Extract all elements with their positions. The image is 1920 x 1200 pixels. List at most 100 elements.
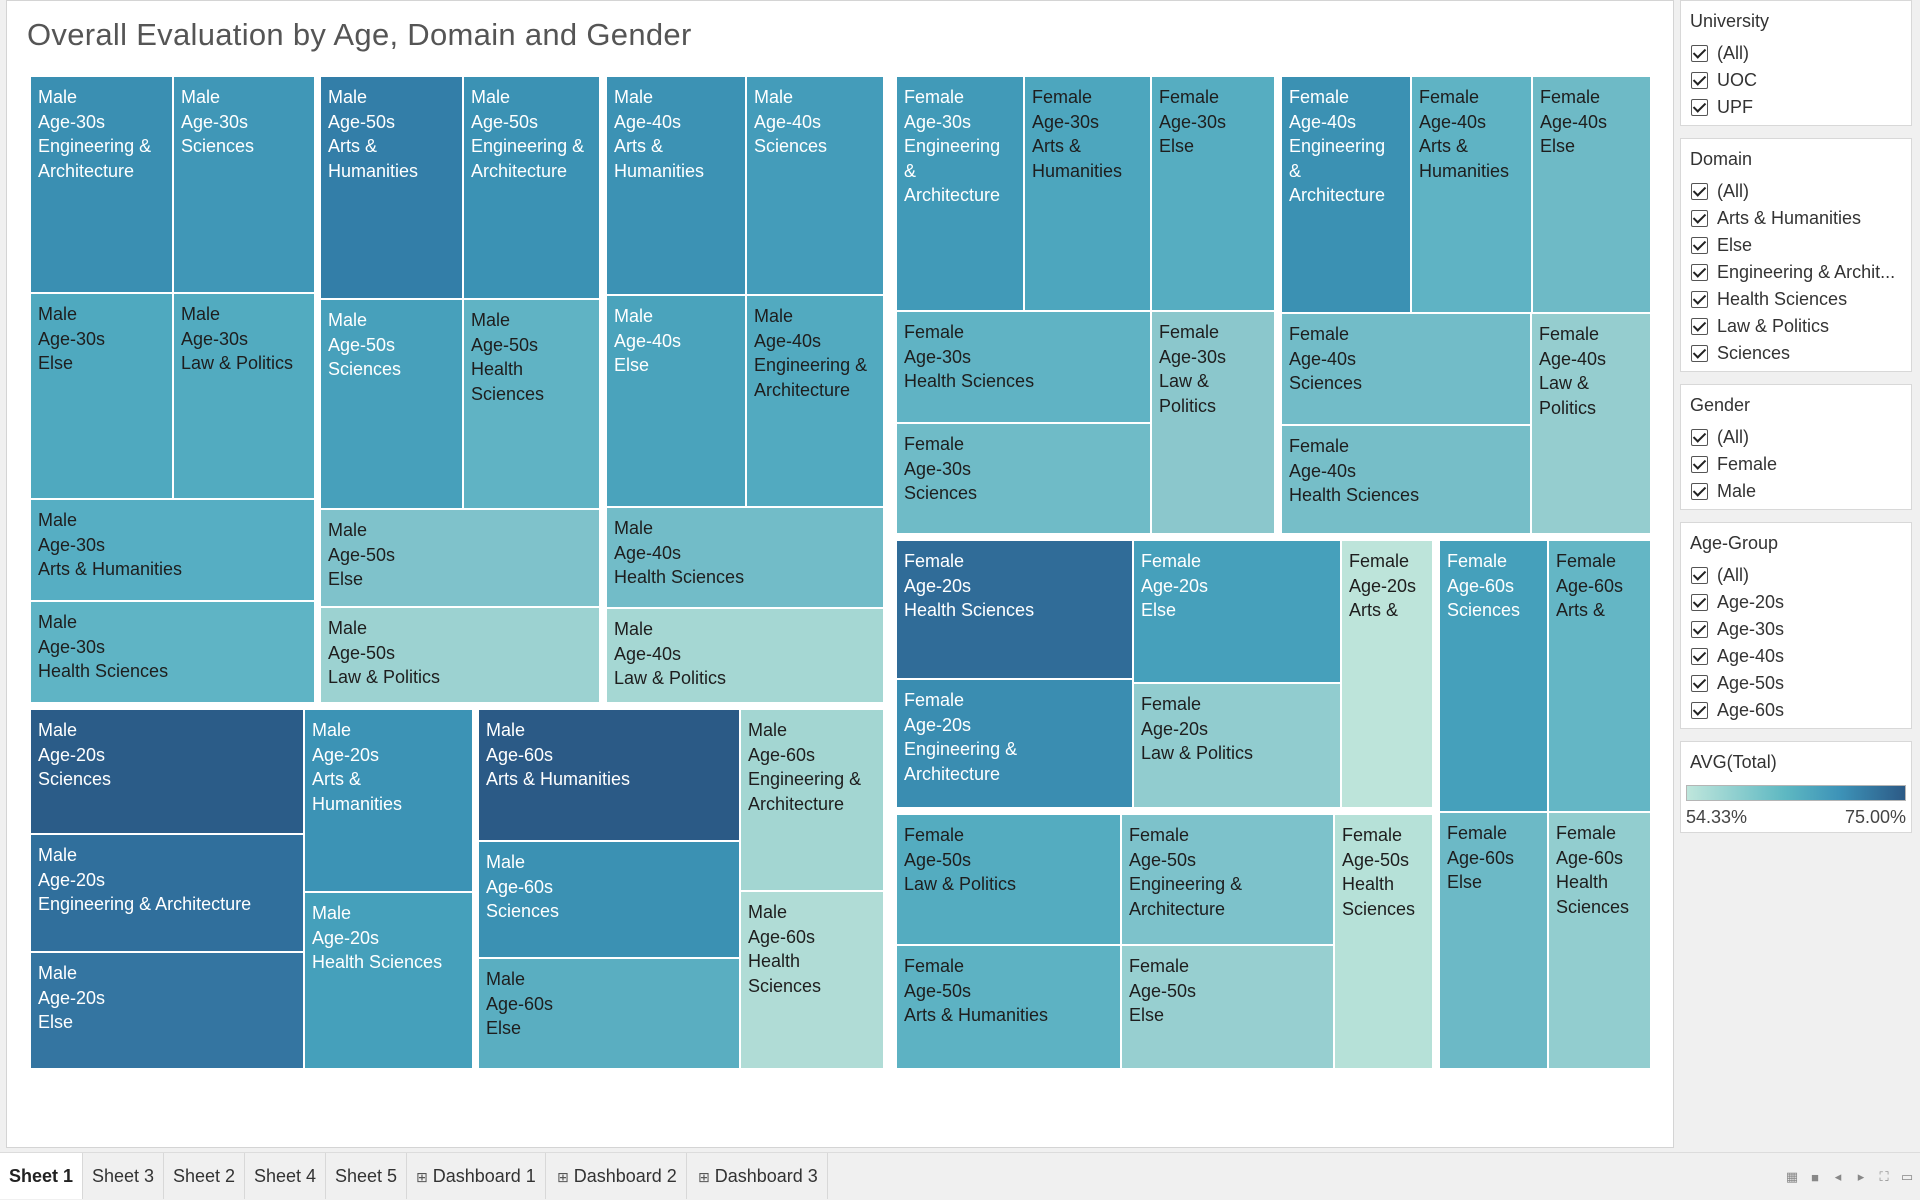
treemap-cell[interactable]: Male Age-50s Law & Politics bbox=[320, 607, 600, 703]
treemap-cell[interactable]: Male Age-30s Engineering & Architecture bbox=[30, 76, 173, 293]
treemap-cell[interactable]: Female Age-20s Arts & bbox=[1341, 540, 1433, 808]
treemap-cell[interactable]: Male Age-60s Engineering & Architecture bbox=[740, 709, 884, 891]
treemap-cell[interactable]: Male Age-20s Engineering & Architecture bbox=[30, 834, 304, 952]
filter-option[interactable]: Sciences bbox=[1681, 340, 1911, 367]
treemap-cell[interactable]: Male Age-30s Arts & Humanities bbox=[30, 499, 315, 601]
treemap-cell[interactable]: Male Age-20s Health Sciences bbox=[304, 892, 473, 1069]
treemap-cell[interactable]: Female Age-60s Sciences bbox=[1439, 540, 1548, 812]
filter-option[interactable]: Else bbox=[1681, 232, 1911, 259]
checkbox-checked-icon[interactable] bbox=[1691, 264, 1708, 281]
filter-option[interactable]: Age-30s bbox=[1681, 616, 1911, 643]
treemap-cell[interactable]: Female Age-40s Else bbox=[1532, 76, 1651, 313]
treemap-cell[interactable]: Male Age-40s Engineering & Architecture bbox=[746, 295, 884, 507]
filter-option[interactable]: (All) bbox=[1681, 178, 1911, 205]
tab-sheet-4[interactable]: Sheet 4 bbox=[245, 1153, 327, 1199]
treemap-cell[interactable]: Male Age-40s Sciences bbox=[746, 76, 884, 295]
treemap-cell[interactable]: Male Age-50s Health Sciences bbox=[463, 299, 600, 509]
treemap-cell[interactable]: Female Age-40s Engineering & Architecture bbox=[1281, 76, 1411, 313]
treemap-cell[interactable]: Female Age-30s Else bbox=[1151, 76, 1275, 311]
prev-icon[interactable]: ◂ bbox=[1834, 1169, 1842, 1184]
tab-dashboard-1[interactable]: ⊞ Dashboard 1 bbox=[407, 1153, 546, 1199]
treemap-cell[interactable]: Female Age-40s Law & Politics bbox=[1531, 313, 1651, 534]
treemap-cell[interactable]: Female Age-30s Sciences bbox=[896, 423, 1151, 534]
next-icon[interactable]: ▸ bbox=[1857, 1169, 1865, 1184]
checkbox-checked-icon[interactable] bbox=[1691, 594, 1708, 611]
filter-option[interactable]: Age-20s bbox=[1681, 589, 1911, 616]
checkbox-checked-icon[interactable] bbox=[1691, 291, 1708, 308]
checkbox-checked-icon[interactable] bbox=[1691, 345, 1708, 362]
treemap-cell[interactable]: Female Age-30s Law & Politics bbox=[1151, 311, 1275, 534]
treemap-cell[interactable]: Male Age-50s Engineering & Architecture bbox=[463, 76, 600, 299]
treemap-cell[interactable]: Female Age-40s Arts & Humanities bbox=[1411, 76, 1532, 313]
filter-option[interactable]: Age-60s bbox=[1681, 697, 1911, 724]
treemap-cell[interactable]: Female Age-40s Sciences bbox=[1281, 313, 1531, 425]
checkbox-checked-icon[interactable] bbox=[1691, 429, 1708, 446]
treemap-cell[interactable]: Female Age-60s Else bbox=[1439, 812, 1548, 1069]
treemap-cell[interactable]: Male Age-40s Law & Politics bbox=[606, 608, 884, 703]
present-icon[interactable]: ▭ bbox=[1900, 1169, 1914, 1184]
checkbox-checked-icon[interactable] bbox=[1691, 183, 1708, 200]
single-view-icon[interactable]: ■ bbox=[1811, 1169, 1819, 1185]
checkbox-checked-icon[interactable] bbox=[1691, 45, 1708, 62]
treemap-cell[interactable]: Female Age-30s Arts & Humanities bbox=[1024, 76, 1151, 311]
treemap-cell[interactable]: Male Age-20s Sciences bbox=[30, 709, 304, 834]
treemap-cell[interactable]: Female Age-50s Else bbox=[1121, 945, 1334, 1069]
treemap-cell[interactable]: Female Age-20s Else bbox=[1133, 540, 1341, 683]
treemap-cell[interactable]: Male Age-40s Else bbox=[606, 295, 746, 507]
treemap-cell[interactable]: Male Age-20s Arts & Humanities bbox=[304, 709, 473, 892]
filter-option[interactable]: Health Sciences bbox=[1681, 286, 1911, 313]
grid-view-icon[interactable]: ▦ bbox=[1785, 1169, 1799, 1184]
treemap-cell[interactable]: Male Age-60s Arts & Humanities bbox=[478, 709, 740, 841]
treemap-cell[interactable]: Female Age-20s Law & Politics bbox=[1133, 683, 1341, 808]
treemap-cell[interactable]: Female Age-50s Arts & Humanities bbox=[896, 945, 1121, 1069]
treemap-cell[interactable]: Male Age-50s Arts & Humanities bbox=[320, 76, 463, 299]
filter-option[interactable]: Female bbox=[1681, 451, 1911, 478]
filter-option[interactable]: Arts & Humanities bbox=[1681, 205, 1911, 232]
treemap-cell[interactable]: Female Age-30s Health Sciences bbox=[896, 311, 1151, 423]
filter-option[interactable]: Law & Politics bbox=[1681, 313, 1911, 340]
treemap-cell[interactable]: Male Age-40s Arts & Humanities bbox=[606, 76, 746, 295]
checkbox-checked-icon[interactable] bbox=[1691, 483, 1708, 500]
treemap-cell[interactable]: Male Age-30s Sciences bbox=[173, 76, 315, 293]
tab-sheet-2[interactable]: Sheet 2 bbox=[164, 1153, 246, 1199]
treemap-cell[interactable]: Male Age-20s Else bbox=[30, 952, 304, 1069]
checkbox-checked-icon[interactable] bbox=[1691, 621, 1708, 638]
checkbox-checked-icon[interactable] bbox=[1691, 648, 1708, 665]
tab-dashboard-3[interactable]: ⊞ Dashboard 3 bbox=[689, 1153, 828, 1199]
treemap-cell[interactable]: Male Age-60s Health Sciences bbox=[740, 891, 884, 1069]
treemap-cell[interactable]: Male Age-30s Law & Politics bbox=[173, 293, 315, 499]
treemap-cell[interactable]: Male Age-60s Else bbox=[478, 958, 740, 1069]
filter-option[interactable]: Male bbox=[1681, 478, 1911, 505]
filter-option[interactable]: (All) bbox=[1681, 424, 1911, 451]
filter-option[interactable]: Engineering & Archit... bbox=[1681, 259, 1911, 286]
treemap-cell[interactable]: Female Age-20s Health Sciences bbox=[896, 540, 1133, 679]
filter-option[interactable]: UOC bbox=[1681, 67, 1911, 94]
checkbox-checked-icon[interactable] bbox=[1691, 237, 1708, 254]
filter-option[interactable]: Age-40s bbox=[1681, 643, 1911, 670]
filter-option[interactable]: (All) bbox=[1681, 562, 1911, 589]
checkbox-checked-icon[interactable] bbox=[1691, 318, 1708, 335]
filter-option[interactable]: UPF bbox=[1681, 94, 1911, 121]
treemap-cell[interactable]: Male Age-50s Sciences bbox=[320, 299, 463, 509]
checkbox-checked-icon[interactable] bbox=[1691, 72, 1708, 89]
checkbox-checked-icon[interactable] bbox=[1691, 567, 1708, 584]
treemap-cell[interactable]: Female Age-50s Health Sciences bbox=[1334, 814, 1433, 1069]
checkbox-checked-icon[interactable] bbox=[1691, 99, 1708, 116]
treemap-cell[interactable]: Female Age-50s Engineering & Architecture bbox=[1121, 814, 1334, 945]
filter-option[interactable]: (All) bbox=[1681, 40, 1911, 67]
tab-sheet-5[interactable]: Sheet 5 bbox=[326, 1153, 408, 1199]
treemap-cell[interactable]: Female Age-60s Arts & bbox=[1548, 540, 1651, 812]
treemap-cell[interactable]: Female Age-20s Engineering & Architecture bbox=[896, 679, 1133, 808]
treemap-cell[interactable]: Female Age-40s Health Sciences bbox=[1281, 425, 1531, 534]
tab-dashboard-2[interactable]: ⊞ Dashboard 2 bbox=[548, 1153, 687, 1199]
checkbox-checked-icon[interactable] bbox=[1691, 675, 1708, 692]
filter-option[interactable]: Age-50s bbox=[1681, 670, 1911, 697]
treemap-cell[interactable]: Male Age-50s Else bbox=[320, 509, 600, 607]
treemap-cell[interactable]: Male Age-30s Health Sciences bbox=[30, 601, 315, 703]
treemap-cell[interactable]: Male Age-30s Else bbox=[30, 293, 173, 499]
tab-sheet-1[interactable]: Sheet 1 bbox=[0, 1153, 84, 1199]
treemap-cell[interactable]: Male Age-40s Health Sciences bbox=[606, 507, 884, 608]
checkbox-checked-icon[interactable] bbox=[1691, 210, 1708, 227]
treemap-cell[interactable]: Male Age-60s Sciences bbox=[478, 841, 740, 958]
treemap-cell[interactable]: Female Age-60s Health Sciences bbox=[1548, 812, 1651, 1069]
